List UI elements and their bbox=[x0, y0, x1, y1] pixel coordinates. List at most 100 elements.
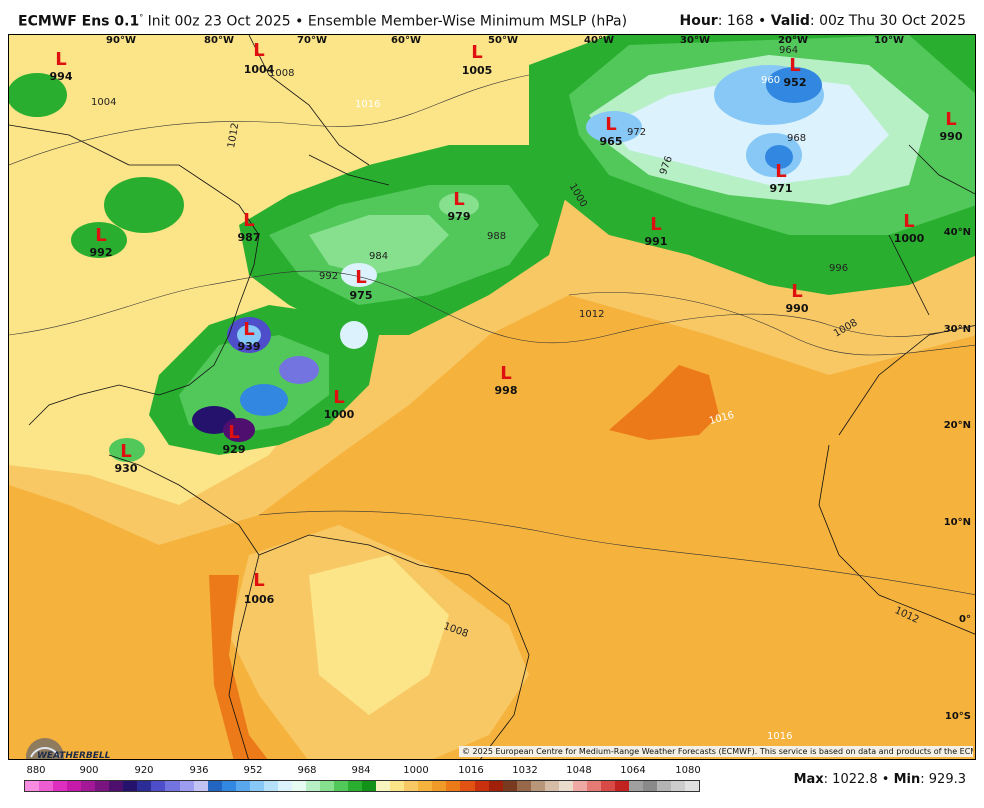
max-min-stats: Max: 1022.8 • Min: 929.3 bbox=[794, 772, 966, 787]
colorbar-swatch bbox=[179, 781, 194, 791]
colorbar-swatch bbox=[67, 781, 82, 791]
isobar-label: 964 bbox=[779, 45, 799, 56]
map-title: ECMWF Ens 0.1° Init 00z 23 Oct 2025 • En… bbox=[18, 13, 628, 30]
colorbar-swatch bbox=[516, 781, 531, 791]
colorbar-swatch bbox=[586, 781, 601, 791]
colorbar-swatch bbox=[39, 781, 54, 791]
colorbar-swatch bbox=[362, 781, 377, 791]
lon-label: 80°W bbox=[204, 35, 234, 46]
lon-label: 50°W bbox=[488, 35, 518, 46]
map-fill bbox=[9, 35, 975, 759]
valid-time: Hour: 168 • Valid: 00z Thu 30 Oct 2025 bbox=[679, 13, 967, 29]
isobar-label: 968 bbox=[787, 133, 807, 144]
max-label: Max bbox=[793, 772, 824, 787]
low-value: 1006 bbox=[243, 593, 275, 606]
isobar-label: 1016 bbox=[355, 99, 381, 110]
pressure-colorbar bbox=[24, 780, 700, 792]
low-value: 1004 bbox=[243, 63, 275, 76]
low-value: 998 bbox=[494, 384, 518, 397]
colorbar-swatch bbox=[291, 781, 306, 791]
map-header: ECMWF Ens 0.1° Init 00z 23 Oct 2025 • En… bbox=[0, 0, 984, 34]
colorbar-swatch bbox=[446, 781, 461, 791]
colorbar-swatch bbox=[235, 781, 250, 791]
colorbar-swatch bbox=[558, 781, 573, 791]
colorbar-swatch bbox=[263, 781, 278, 791]
lat-label: 0° bbox=[959, 614, 971, 625]
colorbar-swatch bbox=[643, 781, 658, 791]
colorbar-swatch bbox=[137, 781, 152, 791]
colorbar-swatch bbox=[418, 781, 433, 791]
colorbar-swatch bbox=[460, 781, 475, 791]
colorbar-tick: 920 bbox=[134, 765, 154, 776]
colorbar-tick: 1016 bbox=[458, 765, 484, 776]
colorbar-swatch bbox=[165, 781, 180, 791]
colorbar-swatch bbox=[572, 781, 587, 791]
isobar-label: 984 bbox=[369, 251, 389, 262]
low-value: 1000 bbox=[323, 408, 355, 421]
colorbar-swatch bbox=[193, 781, 208, 791]
lon-label: 30°W bbox=[680, 35, 710, 46]
isobar-label: 1016 bbox=[767, 731, 793, 742]
hour-label: Hour bbox=[679, 13, 718, 29]
colorbar-swatch bbox=[600, 781, 615, 791]
isobar-label: 960 bbox=[761, 75, 781, 86]
hour-value: : 168 bbox=[717, 13, 754, 29]
low-value: 952 bbox=[783, 76, 807, 89]
colorbar-tick: 936 bbox=[189, 765, 209, 776]
colorbar-tick: 1064 bbox=[620, 765, 646, 776]
colorbar-swatch bbox=[474, 781, 489, 791]
low-value: 929 bbox=[222, 443, 246, 456]
isobar-label: 992 bbox=[319, 271, 339, 282]
lat-label: 30°N bbox=[943, 324, 971, 335]
colorbar-swatch bbox=[277, 781, 292, 791]
isobar-label: 1004 bbox=[91, 97, 117, 108]
colorbar-tick: 952 bbox=[243, 765, 263, 776]
low-value: 992 bbox=[89, 246, 113, 259]
product-name: Ensemble Member-Wise Minimum MSLP (hPa) bbox=[307, 13, 628, 30]
low-value: 971 bbox=[769, 182, 793, 195]
colorbar-swatch bbox=[432, 781, 447, 791]
valid-label: Valid bbox=[770, 13, 810, 29]
colorbar-tick: 984 bbox=[351, 765, 371, 776]
colorbar-swatch bbox=[404, 781, 419, 791]
colorbar-swatch bbox=[671, 781, 686, 791]
colorbar-tick: 880 bbox=[26, 765, 46, 776]
colorbar-swatch bbox=[109, 781, 124, 791]
colorbar-tick: 1048 bbox=[566, 765, 592, 776]
colorbar-swatch bbox=[488, 781, 503, 791]
colorbar-swatch bbox=[502, 781, 517, 791]
logo-text: WEATHERBELL bbox=[37, 751, 111, 760]
colorbar-swatch bbox=[614, 781, 630, 791]
colorbar-ticks: 880 900 920 936 952 968 984 1000 1016 10… bbox=[24, 765, 700, 779]
colorbar-swatch bbox=[151, 781, 166, 791]
colorbar-swatch bbox=[95, 781, 110, 791]
low-value: 965 bbox=[599, 135, 623, 148]
colorbar-tick: 968 bbox=[297, 765, 317, 776]
colorbar-swatch bbox=[544, 781, 559, 791]
isobar-label: 988 bbox=[487, 231, 507, 242]
lat-label: 10°N bbox=[943, 517, 971, 528]
low-value: 1005 bbox=[461, 64, 493, 77]
lon-label: 60°W bbox=[391, 35, 421, 46]
colorbar-swatch bbox=[305, 781, 320, 791]
colorbar-tick: 1000 bbox=[403, 765, 429, 776]
low-value: 987 bbox=[237, 231, 261, 244]
isobar-label: 972 bbox=[627, 127, 647, 138]
max-value: : 1022.8 bbox=[823, 772, 878, 787]
valid-value: : 00z Thu 30 Oct 2025 bbox=[809, 13, 966, 29]
colorbar-swatch bbox=[390, 781, 405, 791]
low-value: 990 bbox=[939, 130, 963, 143]
colorbar-swatch bbox=[207, 781, 222, 791]
isobar-label: 996 bbox=[829, 263, 849, 274]
lat-label: 20°N bbox=[943, 420, 971, 431]
low-value: 975 bbox=[349, 289, 373, 302]
lon-label: 20°W bbox=[778, 35, 808, 46]
lon-label: 10°W bbox=[874, 35, 904, 46]
low-value: 991 bbox=[644, 235, 668, 248]
low-value: 930 bbox=[114, 462, 138, 475]
low-value: 939 bbox=[237, 340, 261, 353]
colorbar-swatch bbox=[657, 781, 672, 791]
colorbar-tick: 1080 bbox=[675, 765, 701, 776]
isobar-label: 1008 bbox=[269, 68, 295, 79]
model-name: ECMWF Ens 0.1 bbox=[18, 13, 140, 30]
